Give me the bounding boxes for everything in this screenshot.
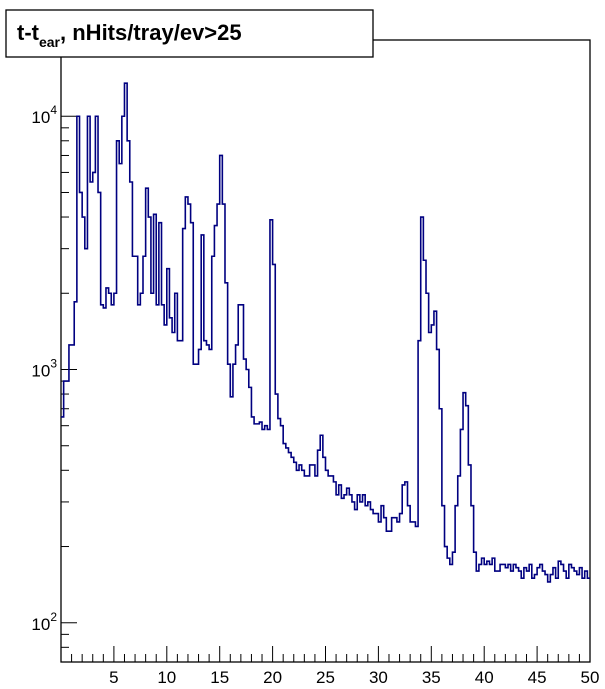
title-rest: , nHits/tray/ev>25 xyxy=(60,20,242,45)
x-tick-label: 5 xyxy=(109,668,118,687)
x-tick-label: 30 xyxy=(369,668,388,687)
axes: 5 10 15 20 25 30 35 40 45 50 102 103 104 xyxy=(31,39,600,687)
chart-title: t-tear, nHits/tray/ev>25 xyxy=(17,20,242,50)
y-tick-label: 102 xyxy=(31,610,57,634)
y-tick-label: 104 xyxy=(31,103,57,127)
x-tick-label: 15 xyxy=(210,668,229,687)
x-tick-label: 45 xyxy=(528,668,547,687)
x-tick-label: 35 xyxy=(422,668,441,687)
title-box-frame xyxy=(5,9,374,58)
histogram-line xyxy=(61,82,590,583)
x-tick-label: 50 xyxy=(581,668,600,687)
x-tick-label: 40 xyxy=(475,668,494,687)
title-box: t-tear, nHits/tray/ev>25 xyxy=(5,9,374,58)
y-tick-label: 103 xyxy=(31,357,57,381)
x-tick-label: 25 xyxy=(316,668,335,687)
x-tick-label: 20 xyxy=(263,668,282,687)
x-tick-label: 10 xyxy=(157,668,176,687)
title-base: t-t xyxy=(17,20,40,45)
title-subscript: ear xyxy=(39,34,61,50)
